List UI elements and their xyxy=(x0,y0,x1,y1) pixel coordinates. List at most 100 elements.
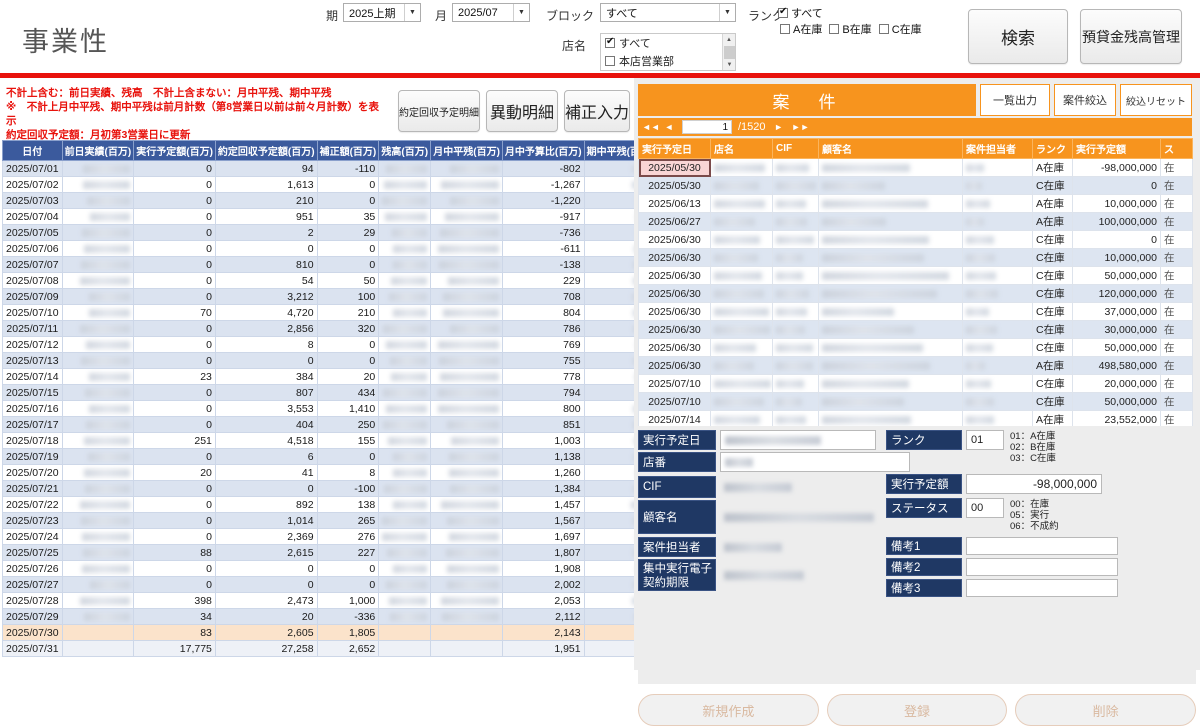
last-page-icon[interactable]: ►► xyxy=(792,122,806,132)
table-row[interactable]: 2025/07/27 0 0 0 2,002 xyxy=(3,577,656,593)
table-row[interactable]: 2025/06/30 A在庫 498,580,000 在 xyxy=(639,357,1193,375)
rank-option-c[interactable]: C在庫 xyxy=(879,21,922,37)
table-row[interactable]: 2025/07/06 0 0 0 -611 xyxy=(3,241,656,257)
table-row[interactable]: 2025/07/20 20 41 8 1,260 xyxy=(3,465,656,481)
cell-exec-date[interactable]: 2025/05/30 xyxy=(639,159,711,177)
table-row[interactable]: 2025/05/30 A在庫 -98,000,000 在 xyxy=(639,159,1193,177)
checkbox-icon[interactable] xyxy=(829,24,839,34)
contract-collection-detail-button[interactable]: 約定回収予定明細 xyxy=(398,90,480,132)
col-cif[interactable]: CIF xyxy=(773,139,819,159)
cell-exec-date[interactable]: 2025/07/10 xyxy=(639,393,711,411)
page-number-input[interactable]: 1 xyxy=(682,120,732,134)
table-row[interactable]: 2025/07/16 0 3,553 1,410 800 xyxy=(3,401,656,417)
field-cif[interactable] xyxy=(720,476,910,498)
cell-exec-date[interactable]: 2025/07/10 xyxy=(639,375,711,393)
correction-input-button[interactable]: 補正入力 xyxy=(564,90,630,132)
balance-management-button[interactable]: 預貸金残高管理 xyxy=(1080,9,1182,64)
field-case-owner[interactable] xyxy=(720,537,830,557)
cell-exec-date[interactable]: 2025/06/30 xyxy=(639,357,711,375)
case-filter-button[interactable]: 案件絞込 xyxy=(1054,84,1116,116)
table-row[interactable]: 2025/07/23 0 1,014 265 1,567 xyxy=(3,513,656,529)
checkbox-icon[interactable] xyxy=(605,56,615,66)
table-row[interactable]: 2025/07/22 0 892 138 1,457 xyxy=(3,497,656,513)
cell-exec-date[interactable]: 2025/06/27 xyxy=(639,213,711,231)
table-row[interactable]: 2025/07/29 34 20 -336 2,112 xyxy=(3,609,656,625)
cell-exec-date[interactable]: 2025/05/30 xyxy=(639,177,711,195)
field-exec-amount[interactable]: -98,000,000 xyxy=(966,474,1102,494)
field-status-value[interactable]: 00 xyxy=(966,498,1004,518)
table-row[interactable]: 2025/07/04 0 951 35 -917 xyxy=(3,209,656,225)
col-month-avg[interactable]: 月中平残(百万) xyxy=(431,141,503,161)
table-row[interactable]: 2025/07/03 0 210 0 -1,220 xyxy=(3,193,656,209)
table-row[interactable]: 2025/07/02 0 1,613 0 -1,267 xyxy=(3,177,656,193)
field-branch-no[interactable] xyxy=(720,452,910,472)
branch-option-honten[interactable]: 本店営業部 xyxy=(601,52,735,70)
balance-grid[interactable]: 日付 前日実績(百万) 実行予定額(百万) 約定回収予定額(百万) 補正額(百万… xyxy=(2,140,632,657)
table-row[interactable]: 2025/06/27 A在庫 100,000,000 在 xyxy=(639,213,1193,231)
field-note3[interactable] xyxy=(966,579,1118,597)
table-row[interactable]: 2025/06/13 A在庫 10,000,000 在 xyxy=(639,195,1193,213)
table-row[interactable]: 2025/06/30 C在庫 0 在 xyxy=(639,231,1193,249)
table-row[interactable]: 2025/07/12 0 8 0 769 xyxy=(3,337,656,353)
cell-exec-date[interactable]: 2025/06/30 xyxy=(639,303,711,321)
table-row[interactable]: 2025/07/13 0 0 0 755 xyxy=(3,353,656,369)
field-customer[interactable] xyxy=(720,500,910,534)
table-row[interactable]: 2025/07/15 0 807 434 794 xyxy=(3,385,656,401)
register-button[interactable]: 登録 xyxy=(827,694,1008,726)
col-exec-date[interactable]: 実行予定日 xyxy=(639,139,711,159)
col-prev-actual[interactable]: 前日実績(百万) xyxy=(62,141,134,161)
col-case-owner[interactable]: 案件担当者 xyxy=(963,139,1033,159)
table-row[interactable]: 2025/07/10 C在庫 20,000,000 在 xyxy=(639,375,1193,393)
table-row[interactable]: 2025/05/30 C在庫 0 在 xyxy=(639,177,1193,195)
new-button[interactable]: 新規作成 xyxy=(638,694,819,726)
list-output-button[interactable]: 一覧出力 xyxy=(980,84,1050,116)
table-row[interactable]: 2025/07/26 0 0 0 1,908 xyxy=(3,561,656,577)
table-row[interactable]: 2025/07/07 0 810 0 -138 xyxy=(3,257,656,273)
col-rank[interactable]: ランク xyxy=(1033,139,1073,159)
field-rank-value[interactable]: 01 xyxy=(966,430,1004,450)
col-planned-collection[interactable]: 約定回収予定額(百万) xyxy=(215,141,317,161)
table-row[interactable]: 2025/06/30 C在庫 30,000,000 在 xyxy=(639,321,1193,339)
table-row[interactable]: 2025/07/10 70 4,720 210 804 xyxy=(3,305,656,321)
month-select[interactable]: 2025/07 ▼ xyxy=(452,3,530,22)
prev-page-icon[interactable]: ◄ xyxy=(662,122,676,132)
table-row[interactable]: 2025/07/17 0 404 250 851 xyxy=(3,417,656,433)
scroll-up-icon[interactable]: ▲ xyxy=(723,34,735,45)
cell-exec-date[interactable]: 2025/06/30 xyxy=(639,267,711,285)
table-row[interactable]: 2025/07/28 398 2,473 1,000 2,053 xyxy=(3,593,656,609)
search-button[interactable]: 検索 xyxy=(968,9,1068,64)
table-row[interactable]: 2025/07/08 0 54 50 229 xyxy=(3,273,656,289)
table-row[interactable]: 2025/07/19 0 6 0 1,138 xyxy=(3,449,656,465)
checkbox-icon[interactable] xyxy=(780,24,790,34)
checkbox-icon[interactable] xyxy=(605,38,615,48)
checkbox-icon[interactable] xyxy=(879,24,889,34)
table-row[interactable]: 2025/07/24 0 2,369 276 1,697 xyxy=(3,529,656,545)
filter-reset-button[interactable]: 絞込リセット xyxy=(1120,84,1192,116)
cell-exec-date[interactable]: 2025/06/30 xyxy=(639,321,711,339)
table-row[interactable]: 2025/07/21 0 0 -100 1,384 xyxy=(3,481,656,497)
field-note2[interactable] xyxy=(966,558,1118,576)
scrollbar-thumb[interactable] xyxy=(724,46,735,60)
scroll-down-icon[interactable]: ▼ xyxy=(723,59,736,70)
col-status[interactable]: ス xyxy=(1161,139,1193,159)
cell-exec-date[interactable]: 2025/06/30 xyxy=(639,339,711,357)
checkbox-icon[interactable] xyxy=(778,8,788,18)
table-row[interactable]: 2025/07/09 0 3,212 100 708 xyxy=(3,289,656,305)
branch-list-scrollbar[interactable]: ▲ ▼ xyxy=(722,34,735,70)
table-row[interactable]: 2025/07/10 C在庫 50,000,000 在 xyxy=(639,393,1193,411)
col-month-budget-ratio[interactable]: 月中予算比(百万) xyxy=(502,141,584,161)
table-row[interactable]: 2025/06/30 C在庫 37,000,000 在 xyxy=(639,303,1193,321)
cell-exec-date[interactable]: 2025/06/30 xyxy=(639,231,711,249)
branch-option-yamagata[interactable]: 山形駅前支店 xyxy=(601,70,735,71)
table-row[interactable]: 2025/07/14 23 384 20 778 xyxy=(3,369,656,385)
delete-button[interactable]: 削除 xyxy=(1015,694,1196,726)
field-note1[interactable] xyxy=(966,537,1118,555)
table-row[interactable]: 2025/07/01 0 94 -110 -802 xyxy=(3,161,656,177)
field-exec-date[interactable] xyxy=(720,430,876,450)
col-planned-exec[interactable]: 実行予定額(百万) xyxy=(134,141,216,161)
branch-checkbox-list[interactable]: すべて 本店営業部 山形駅前支店 ▲ ▼ xyxy=(600,33,736,71)
col-date[interactable]: 日付 xyxy=(3,141,63,161)
branch-option-all[interactable]: すべて xyxy=(601,34,735,52)
table-row[interactable]: 2025/07/11 0 2,856 320 786 xyxy=(3,321,656,337)
cell-exec-date[interactable]: 2025/06/30 xyxy=(639,249,711,267)
